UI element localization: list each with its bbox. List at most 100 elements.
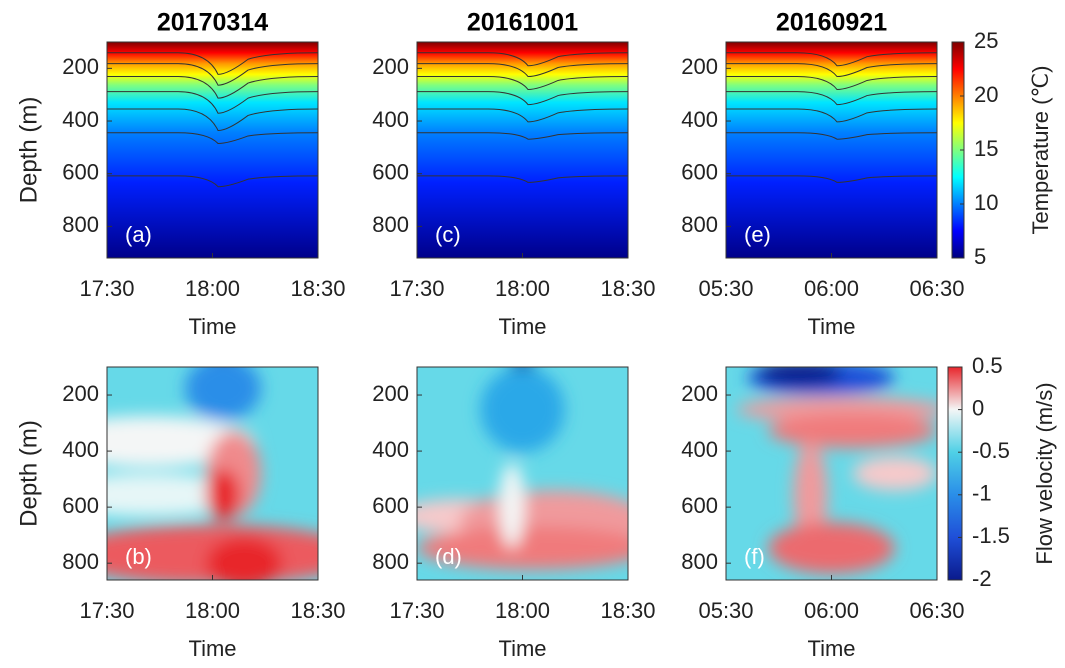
heatmap-field (417, 42, 628, 258)
y-axis-label: Depth (m) (15, 420, 42, 527)
contour (107, 63, 318, 86)
colorbar-tick-label: -2 (972, 566, 992, 591)
x-axis-label: Time (188, 314, 236, 339)
colorbar-tick-label: 0 (972, 395, 984, 420)
colorbar-tick-label: -1 (972, 481, 992, 506)
x-tick-label: 05:30 (698, 598, 753, 623)
x-tick-label: 06:30 (909, 276, 964, 301)
x-tick-label: 18:30 (290, 276, 345, 301)
y-tick-label: 200 (372, 54, 409, 79)
contour (417, 52, 628, 67)
patch (793, 441, 828, 549)
y-tick-label: 800 (372, 549, 409, 574)
contour (417, 63, 628, 78)
colorbar-label: Temperature (℃) (1028, 66, 1053, 235)
x-tick-label: 17:30 (389, 598, 444, 623)
heatmap (107, 367, 318, 580)
y-axis-label: Depth (m) (15, 97, 42, 204)
contour (107, 132, 318, 145)
colorbar-tick-label: 20 (974, 82, 998, 107)
heatmap-field (726, 42, 937, 258)
heatmap (726, 367, 937, 580)
y-tick-label: 200 (372, 381, 409, 406)
patch (417, 526, 628, 570)
y-tick-label: 400 (62, 107, 99, 132)
patch (499, 462, 525, 549)
y-tick-label: 600 (62, 493, 99, 518)
contour (107, 91, 318, 114)
x-tick-label: 06:00 (804, 276, 859, 301)
heatmap-patches (736, 367, 937, 574)
colorbar-tick-label: 5 (974, 244, 986, 269)
x-tick-label: 05:30 (698, 276, 753, 301)
y-tick-label: 400 (372, 437, 409, 462)
x-axis-label: Time (498, 636, 546, 661)
panel-label: (a) (125, 222, 152, 247)
contour (726, 91, 937, 106)
y-tick-label: 800 (372, 212, 409, 237)
x-axis-label: Time (807, 314, 855, 339)
patch (206, 537, 283, 580)
panel-label: (f) (744, 544, 765, 569)
panel-label: (d) (435, 544, 462, 569)
patch (757, 367, 843, 387)
contour (417, 132, 628, 140)
y-tick-label: 200 (681, 381, 718, 406)
colorbar-tick-label: 25 (974, 28, 998, 53)
x-axis-label: Time (498, 314, 546, 339)
patch (768, 413, 937, 448)
patch (768, 522, 895, 574)
y-tick-label: 800 (62, 549, 99, 574)
contour (417, 76, 628, 91)
contour (107, 52, 318, 75)
colorbar-tick-label: -1.5 (972, 523, 1010, 548)
colorbar-tick-label: 10 (974, 190, 998, 215)
y-tick-label: 600 (62, 160, 99, 185)
y-tick-label: 600 (372, 160, 409, 185)
y-tick-label: 400 (62, 437, 99, 462)
contour (417, 175, 628, 183)
x-tick-label: 18:00 (495, 598, 550, 623)
patch (480, 367, 565, 453)
x-tick-label: 17:30 (389, 276, 444, 301)
heatmap (417, 42, 628, 258)
panel-title: 20161001 (467, 9, 578, 37)
y-tick-label: 200 (62, 381, 99, 406)
y-tick-label: 400 (681, 107, 718, 132)
colorbar-label: Flow velocity (m/s) (1032, 382, 1057, 564)
x-tick-label: 18:00 (185, 276, 240, 301)
panel-label: (b) (125, 544, 152, 569)
contour (726, 175, 937, 183)
colorbar-frame (947, 366, 963, 581)
y-tick-label: 800 (681, 549, 718, 574)
panel-label: (c) (435, 222, 461, 247)
x-tick-label: 18:30 (290, 598, 345, 623)
contour (107, 76, 318, 99)
y-tick-label: 600 (681, 493, 718, 518)
heatmap (107, 42, 318, 258)
contour (726, 108, 937, 123)
x-tick-label: 17:30 (79, 598, 134, 623)
heatmap (726, 42, 937, 258)
patch (206, 469, 240, 521)
colorbar (948, 367, 962, 580)
y-tick-label: 600 (681, 160, 718, 185)
x-tick-label: 17:30 (79, 276, 134, 301)
heatmap-patches (417, 367, 628, 570)
x-tick-label: 18:00 (495, 276, 550, 301)
x-axis-label: Time (188, 636, 236, 661)
panel-title: 20160921 (776, 9, 887, 37)
contour (417, 108, 628, 123)
contour (417, 91, 628, 106)
y-tick-label: 800 (62, 212, 99, 237)
colorbar-tick-label: 15 (974, 136, 998, 161)
x-tick-label: 06:00 (804, 598, 859, 623)
heatmap-patches (107, 367, 318, 580)
heatmap (417, 367, 628, 580)
y-tick-label: 200 (62, 54, 99, 79)
x-tick-label: 18:30 (600, 598, 655, 623)
contour (726, 63, 937, 78)
patch (852, 456, 937, 491)
y-tick-label: 200 (681, 54, 718, 79)
